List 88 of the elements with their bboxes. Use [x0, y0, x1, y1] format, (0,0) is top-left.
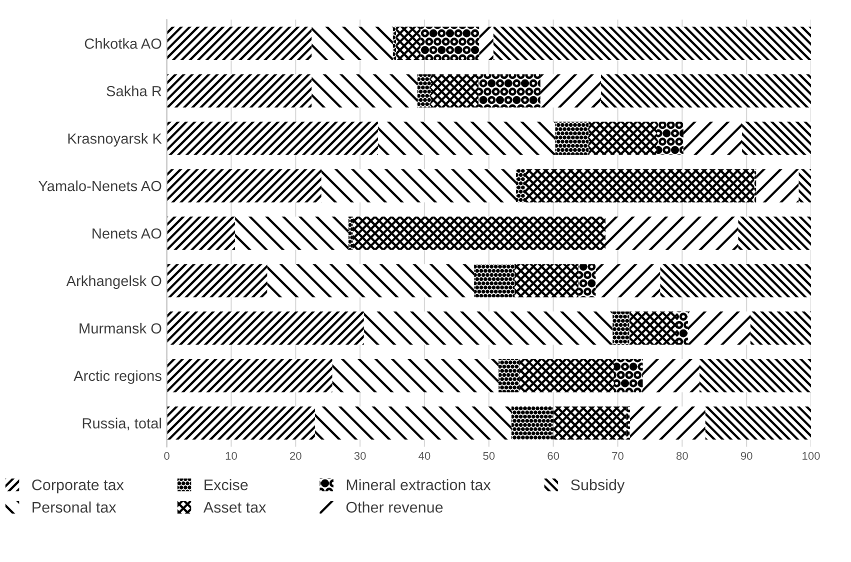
bar [166, 312, 364, 345]
bar [657, 122, 684, 155]
bar [524, 169, 754, 202]
legend-label: Mineral extraction tax [346, 479, 491, 490]
y-tick-label: Nenets AO [92, 228, 162, 239]
x-tick-label: 40 [418, 452, 430, 460]
bar [348, 216, 353, 250]
bar [630, 406, 706, 440]
bar [267, 264, 474, 298]
bar [683, 122, 742, 155]
legend-label: Personal tax [32, 501, 116, 513]
y-tick-label: Sakha R [106, 86, 162, 96]
bar [235, 216, 348, 250]
x-tick-label: 70 [612, 452, 624, 460]
bar [578, 264, 596, 298]
y-tick-label: Arctic regions [74, 370, 162, 384]
legend-label: Corporate tax [32, 479, 124, 494]
bar [474, 264, 515, 298]
x-tick-label: 60 [548, 452, 560, 460]
x-tick-label: 100 [802, 452, 820, 460]
bar [312, 26, 393, 60]
bar [756, 169, 799, 202]
bar [498, 358, 520, 392]
bar [378, 122, 556, 155]
bar [514, 264, 578, 298]
x-tick-label: 80 [676, 452, 688, 460]
bar [166, 406, 315, 440]
bar [321, 169, 516, 202]
bar [688, 312, 750, 345]
bar [516, 169, 525, 202]
legend-label: Asset tax [203, 502, 266, 513]
x-tick-label: 30 [354, 452, 366, 460]
bar [352, 216, 606, 250]
bar [555, 122, 589, 155]
bar [420, 26, 480, 60]
y-tick-label: Chkotka AO [84, 38, 162, 49]
bar [479, 26, 494, 60]
y-tick-label: Russia, total [82, 418, 161, 430]
bar [364, 312, 613, 345]
bar [553, 406, 627, 440]
bar [614, 358, 643, 392]
bar [166, 216, 236, 250]
bar [166, 26, 312, 60]
bar [660, 264, 812, 298]
bar [629, 312, 678, 345]
bar [511, 406, 554, 440]
bar [750, 312, 812, 345]
bar [798, 169, 812, 202]
bar [596, 264, 660, 298]
bar [677, 312, 688, 345]
bar [392, 26, 396, 60]
y-tick-label: Arkhangelsk O [66, 275, 162, 289]
bar [742, 122, 812, 155]
bar [626, 406, 630, 440]
bar [332, 358, 499, 392]
bar [166, 74, 312, 108]
legend-label: Other revenue [346, 501, 443, 513]
y-tick-label: Murmansk O [80, 322, 162, 334]
x-tick-label: 20 [290, 452, 302, 460]
bar [606, 216, 738, 250]
y-tick-label: Krasnoyarsk K [68, 133, 162, 147]
bar [738, 216, 812, 250]
bar [642, 358, 700, 392]
bar [396, 26, 421, 60]
bar [478, 74, 540, 108]
bar [600, 74, 812, 108]
bar [166, 169, 322, 202]
bar [493, 26, 812, 60]
bar [417, 74, 431, 108]
bar [166, 264, 268, 298]
x-tick-label: 10 [226, 452, 237, 460]
bar [588, 122, 658, 155]
x-tick-label: 90 [740, 452, 752, 460]
legend-label: Excise [204, 479, 248, 490]
bar [430, 74, 479, 108]
bar [612, 312, 630, 345]
bar [166, 358, 332, 392]
bar [700, 358, 812, 392]
x-tick-label: 0 [164, 452, 170, 460]
legend-label: Subsidy [570, 479, 625, 494]
x-tick-label: 50 [483, 452, 495, 460]
bar [540, 74, 601, 108]
y-tick-label: Yamalo-Nenets AO [38, 180, 162, 192]
bar [519, 358, 614, 392]
bar [705, 406, 812, 440]
bar [314, 406, 512, 440]
bar [312, 74, 418, 108]
bar [166, 122, 378, 155]
